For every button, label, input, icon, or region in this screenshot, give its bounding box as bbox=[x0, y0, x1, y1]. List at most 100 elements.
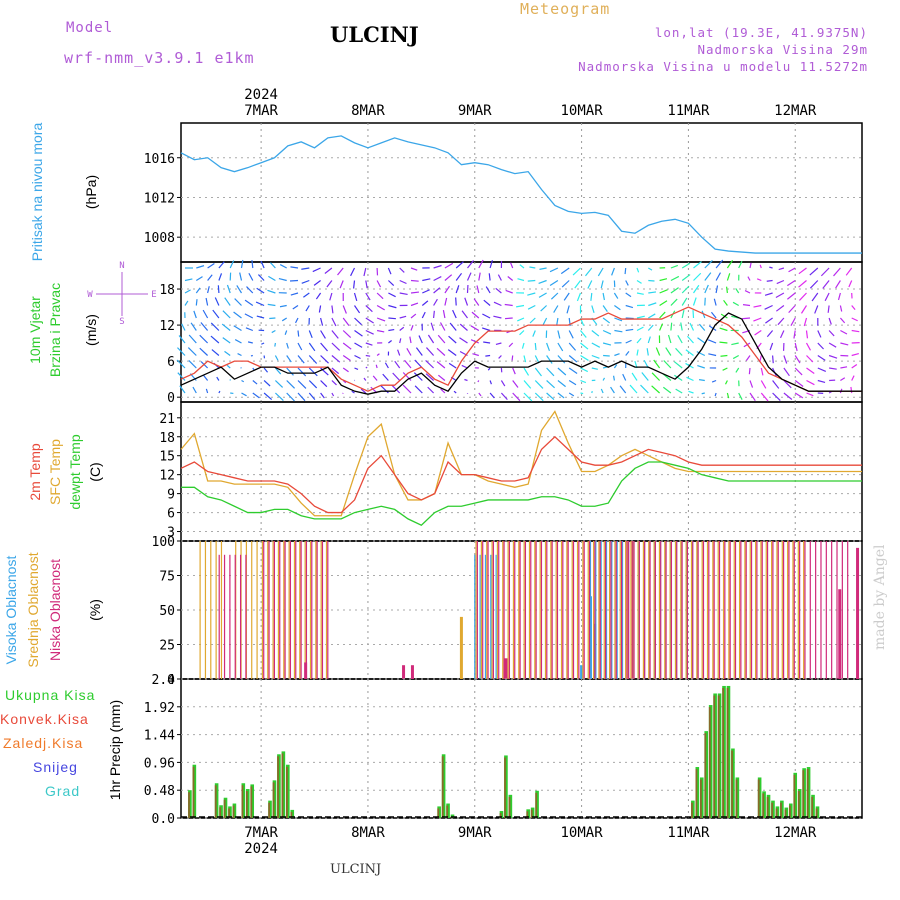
wind-barb bbox=[313, 280, 321, 286]
model-label: Model bbox=[66, 20, 114, 36]
wind-barb bbox=[504, 317, 513, 320]
wind-barb bbox=[726, 259, 734, 269]
wind-barb bbox=[421, 311, 426, 319]
wind-barb bbox=[568, 330, 574, 339]
wind-barb bbox=[365, 366, 368, 369]
wind-barb bbox=[688, 390, 694, 394]
wind-barb bbox=[794, 380, 804, 387]
wind-barb bbox=[286, 367, 294, 376]
wind-barb bbox=[195, 276, 203, 282]
wind-barb bbox=[614, 329, 623, 333]
wind-barb bbox=[436, 347, 446, 356]
wind-barb bbox=[670, 298, 678, 306]
wind-barb bbox=[591, 330, 600, 337]
wind-barb bbox=[415, 347, 423, 356]
precip-legend-2: Zaledj.Kisa bbox=[3, 735, 83, 751]
wind-barb bbox=[433, 298, 438, 306]
wind-barb bbox=[820, 267, 830, 277]
wind-barb bbox=[234, 298, 242, 306]
wind-barb bbox=[659, 289, 668, 294]
wind-barb bbox=[829, 367, 837, 370]
wind-barb bbox=[246, 286, 254, 294]
wind-barb bbox=[636, 315, 645, 319]
wind-barb bbox=[748, 367, 751, 375]
precip-conv-bar bbox=[277, 756, 279, 818]
wind-barb bbox=[822, 280, 830, 289]
wind-barb bbox=[814, 305, 819, 314]
wind-barb bbox=[301, 279, 310, 284]
wind-barb bbox=[342, 305, 347, 314]
wind-barb bbox=[354, 317, 362, 326]
wind-barb bbox=[833, 267, 841, 277]
wind-unit: (m/s) bbox=[83, 314, 99, 346]
wind-barb bbox=[384, 362, 389, 369]
wind-barb bbox=[399, 326, 405, 331]
precip-conv-bar bbox=[499, 813, 502, 818]
wind-barb bbox=[539, 267, 547, 270]
wind-barb bbox=[433, 264, 442, 269]
wind-barb bbox=[693, 272, 702, 281]
wind-barb bbox=[659, 311, 666, 319]
wind-barb bbox=[556, 317, 559, 326]
precip-conv-bar bbox=[735, 779, 738, 818]
wind-barb bbox=[529, 317, 536, 324]
wind-barb bbox=[625, 292, 632, 298]
wind-barb bbox=[274, 355, 279, 361]
wind-barb bbox=[320, 380, 328, 388]
wind-barb bbox=[584, 267, 593, 277]
wind-barb bbox=[472, 353, 479, 357]
wind-barb bbox=[754, 330, 762, 336]
precip-conv-bar bbox=[762, 793, 765, 818]
wind-barb bbox=[320, 392, 325, 399]
precip-conv-bar bbox=[708, 707, 711, 818]
wind-barb bbox=[409, 336, 412, 344]
bottom-day-label: 10MAR bbox=[561, 825, 604, 841]
wind-barb bbox=[470, 325, 480, 332]
wind-barb bbox=[477, 380, 480, 383]
wind-barb bbox=[624, 267, 627, 275]
wind-barb bbox=[244, 299, 254, 306]
meteogram-heading: Meteogram bbox=[520, 0, 611, 18]
wind-barb bbox=[704, 272, 712, 281]
wind-barb bbox=[365, 329, 374, 335]
wind-barb bbox=[211, 349, 220, 356]
wind-barb bbox=[611, 267, 615, 276]
wind-barb bbox=[787, 292, 796, 300]
precip-conv-bar bbox=[535, 792, 538, 818]
wind-barb bbox=[673, 361, 683, 369]
wind-barb bbox=[308, 355, 318, 364]
wind-barb bbox=[455, 285, 460, 294]
wind-barb bbox=[778, 267, 785, 271]
wind-barb bbox=[851, 364, 858, 369]
wind-barb bbox=[245, 327, 254, 332]
wind-barb bbox=[365, 305, 373, 313]
wind-barb bbox=[772, 355, 774, 364]
precip-legend-0: Ukupna Kisa bbox=[5, 687, 95, 703]
wind-barb bbox=[177, 372, 186, 381]
wind-barb bbox=[655, 347, 661, 356]
wind-barb bbox=[493, 315, 502, 319]
wind-barb bbox=[353, 292, 358, 302]
wind-barb bbox=[840, 342, 849, 346]
panel-frame-pressure bbox=[180, 122, 863, 263]
wind-barb bbox=[735, 367, 740, 373]
wind-barb bbox=[590, 292, 593, 301]
wind-barb bbox=[308, 342, 316, 352]
wind-barb bbox=[760, 367, 764, 376]
wind-barb bbox=[760, 380, 767, 389]
y-tick-label: 3 bbox=[167, 526, 175, 541]
wind-barb bbox=[399, 315, 407, 319]
wind-barb bbox=[747, 276, 751, 281]
wind-barb bbox=[297, 367, 307, 377]
wind-barb bbox=[481, 327, 491, 332]
wind-barb bbox=[453, 390, 457, 394]
wind-barb bbox=[399, 267, 405, 273]
temp-axis-title-1: 2m Temp bbox=[27, 443, 43, 501]
wind-barb bbox=[351, 390, 355, 394]
wind-barb bbox=[686, 335, 694, 344]
wind-barb bbox=[207, 262, 215, 269]
wind-barb bbox=[719, 341, 728, 344]
wind-barb bbox=[681, 274, 691, 281]
wind-barb bbox=[670, 275, 680, 282]
wind-barb bbox=[662, 386, 672, 394]
